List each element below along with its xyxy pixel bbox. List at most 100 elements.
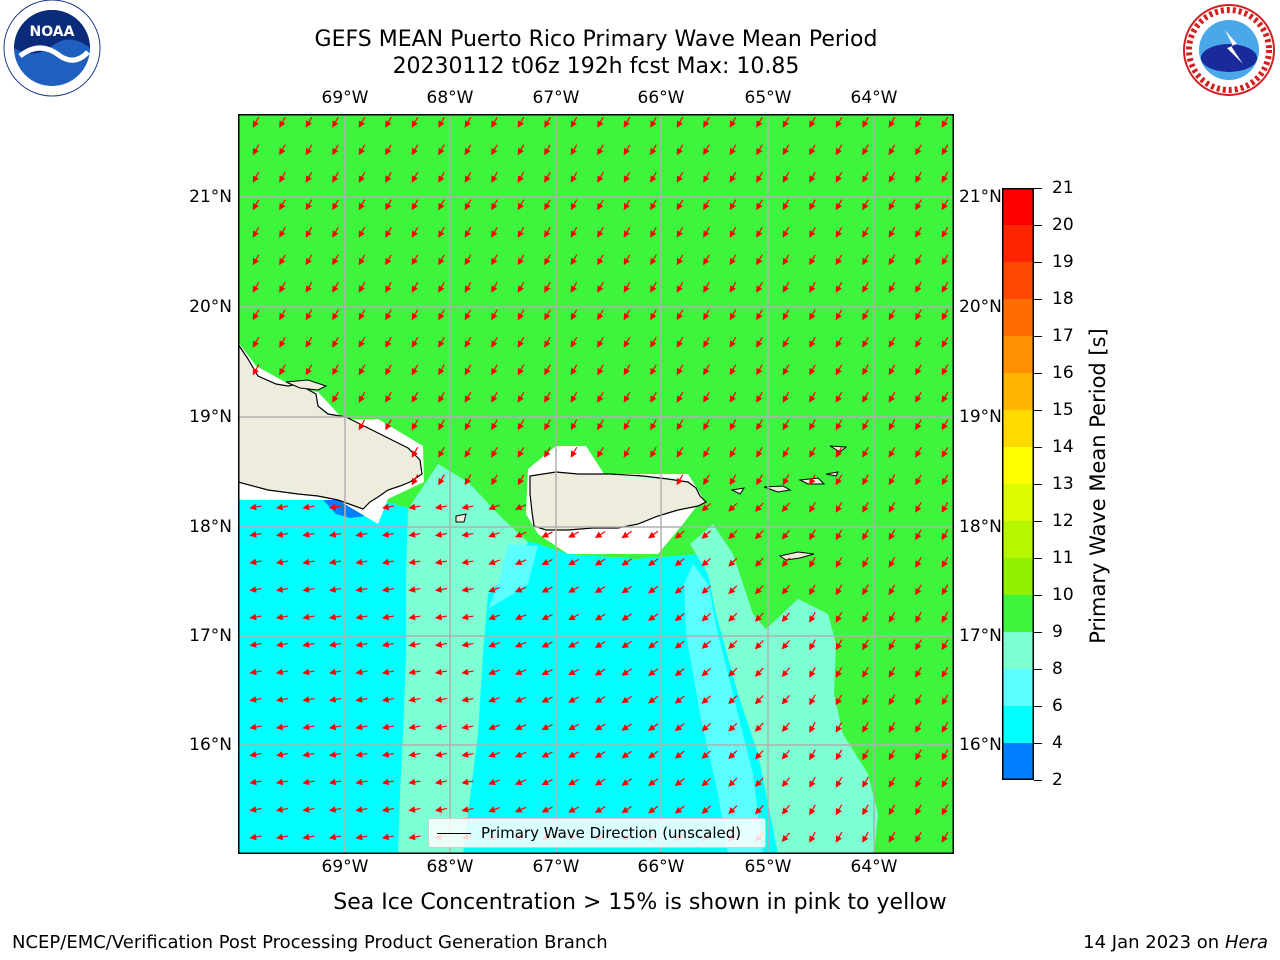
wave-direction-arrowhead [438, 120, 445, 128]
wave-direction-arrowhead [517, 422, 524, 431]
wave-direction-arrowhead [941, 120, 948, 128]
colorbar [1002, 188, 1034, 780]
wave-direction-arrowhead [650, 257, 657, 266]
wave-direction-arrowhead [623, 202, 630, 211]
lat-label-right: 19°N [959, 407, 1002, 427]
wave-direction-arrowhead [729, 450, 736, 458]
wave-direction-arrowhead [355, 586, 363, 593]
wave-direction-arrowhead [888, 285, 895, 293]
wave-direction-arrowhead [729, 257, 736, 266]
wave-direction-arrowhead [862, 230, 869, 238]
wave-direction-arrowhead [650, 147, 657, 156]
wave-direction-arrowhead [358, 147, 365, 156]
wave-direction-arrowhead [941, 312, 948, 321]
wave-direction-arrowhead [756, 477, 763, 486]
map-legend: Primary Wave Direction (unscaled) [428, 818, 766, 848]
wave-direction-arrowhead [674, 559, 683, 567]
wave-direction-arrowhead [279, 340, 286, 348]
wave-direction-arrowhead [434, 613, 443, 621]
wave-direction-arrowhead [754, 752, 762, 760]
wave-direction-arrowhead [461, 751, 469, 758]
wave-direction-arrowhead [650, 285, 657, 293]
wave-direction-arrowhead [621, 614, 629, 621]
wave-direction-arrowhead [332, 175, 339, 183]
wave-direction-arrowhead [703, 257, 710, 266]
wave-direction-arrowhead [915, 477, 922, 486]
wave-direction-arrowhead [888, 615, 895, 623]
wave-direction-arrowhead [249, 641, 257, 648]
wave-direction-arrowhead [703, 175, 710, 183]
wave-direction-arrowhead [491, 395, 498, 403]
national-weather-service-logo [1183, 4, 1275, 96]
wave-direction-arrowhead [411, 312, 418, 321]
wave-direction-arrowhead [517, 147, 524, 156]
wave-direction-arrowhead [941, 505, 948, 513]
wave-direction-arrowhead [703, 340, 710, 348]
wave-direction-arrowhead [438, 202, 445, 211]
wave-direction-arrowhead [701, 642, 709, 649]
wave-direction-arrowhead [491, 120, 498, 128]
wave-direction-arrowhead [381, 613, 390, 621]
wave-direction-arrowhead [541, 696, 549, 703]
lon-label-bottom: 64°W [850, 857, 898, 877]
wave-direction-arrowhead [332, 120, 339, 128]
wave-direction-arrowhead [754, 614, 762, 622]
wave-direction-arrowhead [756, 422, 763, 431]
wave-direction-arrowhead [781, 504, 789, 513]
colorbar-tick-mark [1034, 188, 1042, 189]
wave-direction-arrowhead [728, 697, 736, 705]
wave-direction-arrowhead [491, 202, 498, 211]
wave-direction-arrowhead [328, 751, 337, 758]
wave-direction-arrowhead [275, 531, 284, 538]
wave-direction-arrowhead [434, 696, 443, 703]
colorbar-tick-label: 8 [1052, 659, 1063, 679]
lat-label-left: 16°N [189, 735, 232, 755]
wave-direction-arrowhead [491, 147, 498, 156]
wave-direction-arrowhead [915, 367, 922, 376]
virgin-islands-land [730, 445, 848, 561]
wave-direction-arrowhead [438, 285, 445, 293]
wave-direction-arrowhead [862, 697, 869, 706]
wave-direction-arrowhead [888, 312, 895, 321]
wave-direction-arrowhead [809, 615, 816, 623]
wave-direction-arrowhead [279, 257, 286, 266]
colorbar-tick-mark [1034, 336, 1042, 337]
wave-direction-arrowhead [305, 147, 312, 156]
wave-direction-arrowhead [915, 395, 922, 403]
wave-direction-arrowhead [729, 340, 736, 348]
wave-direction-arrowhead [305, 175, 312, 183]
wave-direction-arrowhead [514, 751, 523, 758]
wave-direction-arrowhead [381, 503, 390, 511]
island-land [455, 513, 467, 523]
wave-direction-arrowhead [355, 778, 363, 786]
wave-direction-arrowhead [279, 175, 286, 183]
colorbar-tick-mark [1034, 780, 1042, 781]
wave-direction-arrowhead [915, 835, 922, 843]
wave-direction-arrowhead [594, 806, 603, 813]
wave-direction-arrowhead [358, 285, 365, 293]
wave-direction-arrowhead [703, 230, 710, 238]
wave-direction-arrowhead [355, 641, 363, 648]
wave-direction-arrowhead [728, 807, 736, 815]
wave-direction-arrowhead [252, 312, 259, 321]
wave-direction-arrowhead [676, 477, 683, 486]
island-land [285, 379, 328, 391]
wave-direction-arrowhead [438, 312, 445, 321]
wave-direction-arrowhead [862, 450, 869, 458]
wave-direction-arrowhead [568, 669, 576, 676]
period-region-9-10s [690, 524, 878, 854]
wave-direction-arrowhead [862, 395, 869, 403]
wave-direction-arrowhead [544, 450, 551, 458]
colorbar-bin [1002, 225, 1034, 263]
wave-direction-arrowhead [461, 806, 469, 813]
wave-direction-arrowhead [703, 312, 710, 321]
wave-direction-arrowhead [701, 532, 709, 539]
wave-direction-arrowhead [674, 724, 683, 732]
wave-direction-arrowhead [756, 340, 763, 348]
wave-direction-arrowhead [862, 725, 869, 733]
wave-direction-arrowhead [676, 450, 683, 458]
lon-label-top: 68°W [426, 88, 474, 108]
wave-direction-arrowhead [279, 312, 286, 321]
wave-direction-arrowhead [408, 723, 416, 731]
colorbar-bin [1002, 262, 1034, 300]
